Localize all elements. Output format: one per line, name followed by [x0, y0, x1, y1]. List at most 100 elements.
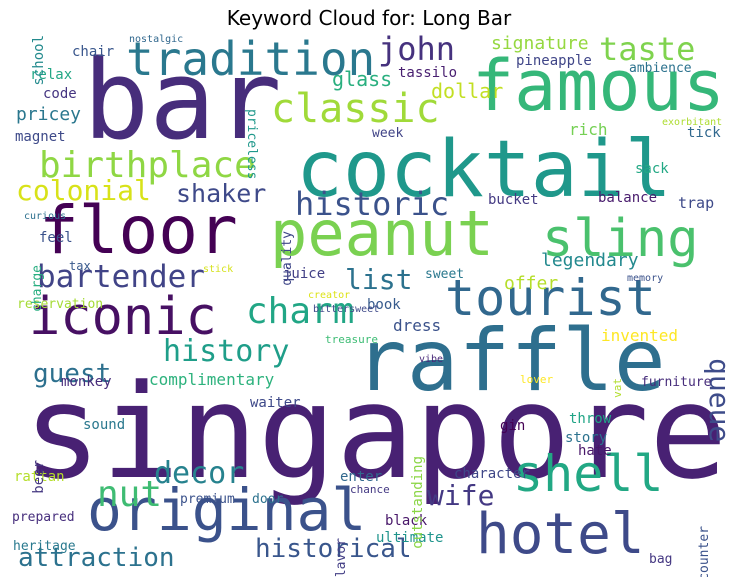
- word-black: black: [385, 513, 428, 529]
- word-code: code: [43, 86, 77, 102]
- word-heritage: heritage: [13, 539, 76, 554]
- word-shell: shell: [513, 445, 664, 503]
- word-juice: juice: [283, 266, 326, 282]
- word-gin: gin: [500, 418, 526, 434]
- word-dollar: dollar: [431, 79, 504, 103]
- word-hate: hate: [578, 443, 612, 459]
- word-floor: floor: [39, 192, 238, 269]
- word-bar: bar: [83, 36, 282, 164]
- word-week: week: [372, 126, 404, 141]
- word-vat: vat: [611, 378, 624, 398]
- word-john: john: [378, 33, 456, 68]
- word-quality: quality: [280, 231, 295, 286]
- word-glass: glass: [332, 67, 393, 91]
- word-signature: signature: [491, 33, 589, 54]
- word-list: list: [345, 263, 413, 296]
- word-tourist: tourist: [445, 269, 656, 327]
- word-nostalgic: nostalgic: [129, 34, 184, 45]
- word-hotel: hotel: [476, 502, 645, 567]
- word-chair: chair: [72, 44, 115, 60]
- word-shaker: shaker: [176, 179, 267, 208]
- word-magnet: magnet: [15, 129, 66, 145]
- word-colonial: colonial: [16, 174, 151, 207]
- word-bucket: bucket: [488, 192, 539, 208]
- word-bittersweet: bittersweet: [313, 304, 380, 315]
- word-beer: beer: [31, 460, 47, 494]
- word-original: original: [87, 476, 367, 544]
- word-raffle: raffle: [355, 311, 666, 411]
- word-story: story: [565, 430, 608, 446]
- word-monkey: monkey: [61, 374, 112, 390]
- word-tassilo: tassilo: [398, 65, 458, 81]
- word-queue: queue: [703, 358, 730, 443]
- word-charm: charm: [246, 291, 355, 332]
- word-waiter: waiter: [250, 395, 301, 411]
- word-prepared: prepared: [12, 510, 75, 525]
- word-cloud: bar singapore cocktail raffle famous peanut fl…: [9, 33, 730, 577]
- word-ambience: ambience: [629, 61, 692, 76]
- word-attraction: attraction: [18, 543, 175, 573]
- word-reservation: reservation: [17, 297, 104, 312]
- word-classic: classic: [271, 86, 440, 132]
- word-furniture: furniture: [641, 375, 712, 390]
- word-trap: trap: [678, 194, 715, 212]
- word-pineapple: pineapple: [516, 53, 592, 69]
- word-sweet: sweet: [425, 267, 465, 282]
- word-flavor: flavor: [334, 538, 349, 577]
- word-feel: feel: [39, 230, 73, 246]
- word-history: history: [163, 334, 290, 369]
- word-complimentary: complimentary: [149, 370, 275, 389]
- word-enter: enter: [340, 469, 383, 485]
- word-dress: dress: [393, 316, 442, 335]
- word-ultimate: ultimate: [376, 530, 444, 546]
- word-sound: sound: [83, 417, 126, 433]
- word-guest: guest: [33, 359, 112, 389]
- word-nut: nut: [97, 474, 163, 515]
- chart-title: Keyword Cloud for: Long Bar: [226, 6, 512, 30]
- word-tick: tick: [687, 125, 721, 141]
- word-premium: premium: [180, 492, 235, 507]
- word-throw: throw: [569, 411, 612, 427]
- word-bag: bag: [649, 552, 673, 567]
- word-creator: creator: [308, 290, 351, 301]
- word-cocktail: cocktail: [296, 125, 672, 215]
- word-sack: sack: [635, 161, 669, 177]
- word-tradition: tradition: [126, 33, 376, 86]
- word-rich: rich: [569, 120, 608, 139]
- word-historical: historical: [255, 534, 412, 564]
- word-treasure: treasure: [325, 333, 378, 346]
- word-stick: stick: [203, 264, 234, 275]
- word-decor: decor: [154, 456, 245, 491]
- word-vibe: vibe: [419, 354, 444, 365]
- word-famous: famous: [472, 45, 725, 127]
- word-tax: tax: [69, 259, 91, 273]
- word-relax: relax: [30, 67, 73, 83]
- word-offer: offer: [504, 273, 559, 294]
- word-exorbitant: exorbitant: [662, 117, 723, 128]
- word-lover: lover: [520, 373, 554, 386]
- word-invented: invented: [601, 326, 679, 345]
- word-counter: counter: [697, 526, 712, 577]
- word-birthplace: birthplace: [39, 145, 256, 186]
- word-door: door: [252, 492, 284, 507]
- word-outstanding: outstanding: [410, 456, 426, 549]
- word-taste: taste: [599, 33, 696, 68]
- word-balance: balance: [598, 190, 658, 206]
- word-sling: sling: [542, 209, 699, 269]
- word-school: school: [31, 35, 47, 86]
- word-bartender: bartender: [37, 259, 205, 295]
- word-historic: historic: [295, 185, 450, 223]
- word-rattan: rattan: [14, 469, 65, 485]
- word-charge: charge: [30, 265, 45, 312]
- word-wife: wife: [427, 479, 495, 512]
- word-priceless: priceless: [244, 109, 259, 180]
- word-peanut: peanut: [270, 197, 494, 270]
- word-memory: memory: [627, 273, 664, 284]
- word-legendary: legendary: [541, 250, 639, 271]
- word-book: book: [367, 297, 401, 313]
- word-character: character: [454, 466, 530, 482]
- word-iconic: iconic: [29, 287, 217, 347]
- word-chance: chance: [350, 483, 390, 496]
- word-curious: curious: [24, 211, 67, 222]
- word-singapore: singapore: [23, 356, 728, 508]
